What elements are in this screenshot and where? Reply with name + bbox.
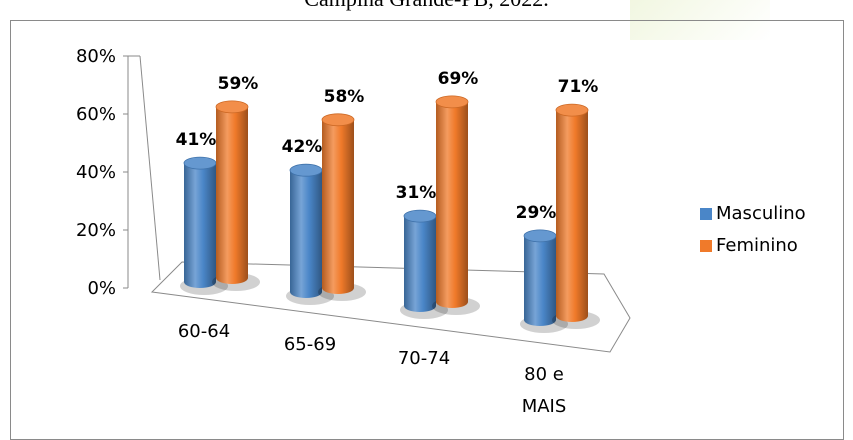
y-tick-label: 0% (87, 278, 116, 299)
bar-body (436, 101, 468, 309)
x-tick-label: 60-64 (178, 321, 230, 342)
data-label: 42% (282, 137, 323, 157)
bar-body (290, 170, 322, 298)
bar-body (322, 119, 354, 294)
bar-feminino-2 (432, 95, 480, 315)
x-tick-label: 80 e MAIS (522, 364, 567, 417)
bar-top (523, 229, 557, 243)
bar-feminino-0 (212, 100, 260, 291)
bar-top (435, 95, 469, 109)
data-label: 31% (396, 183, 437, 203)
data-label: 69% (438, 69, 479, 89)
x-tick-label: 65-69 (284, 334, 336, 355)
bar-top (289, 163, 323, 177)
bar-top (321, 113, 355, 127)
figure-caption: Campina Grande-PB, 2022. (0, 0, 853, 12)
bar-masculino-1 (286, 163, 334, 305)
bar-feminino-1 (318, 113, 366, 301)
data-label: 29% (516, 203, 557, 223)
legend-swatch-masculino (700, 208, 712, 220)
y-tick-label: 40% (76, 162, 116, 183)
bar-top (183, 156, 217, 170)
y-tick-label: 80% (76, 46, 116, 67)
bar-body (556, 110, 588, 322)
bar-top (403, 209, 437, 223)
bar-body (404, 216, 436, 312)
legend-label-feminino: Feminino (716, 235, 798, 256)
legend-label-masculino: Masculino (716, 203, 806, 224)
bar-feminino-3 (552, 103, 600, 329)
bar-top (215, 100, 249, 114)
back-wall-edge (139, 55, 161, 281)
legend-swatch-feminino (700, 240, 712, 252)
bar-body (216, 106, 248, 285)
bar-body (524, 235, 556, 326)
bar-masculino-3 (520, 229, 568, 333)
data-label: 71% (558, 77, 599, 97)
data-label: 59% (218, 74, 259, 94)
y-tick-label: 20% (76, 220, 116, 241)
bar-masculino-0 (180, 156, 228, 295)
chart-floor (150, 261, 631, 353)
data-label: 58% (324, 87, 365, 107)
bar-body (184, 163, 216, 288)
y-tick-label: 60% (76, 104, 116, 125)
data-label: 41% (176, 130, 217, 150)
bar-top (555, 103, 589, 117)
x-tick-label: 70-74 (398, 348, 450, 369)
bar-masculino-2 (400, 209, 448, 319)
